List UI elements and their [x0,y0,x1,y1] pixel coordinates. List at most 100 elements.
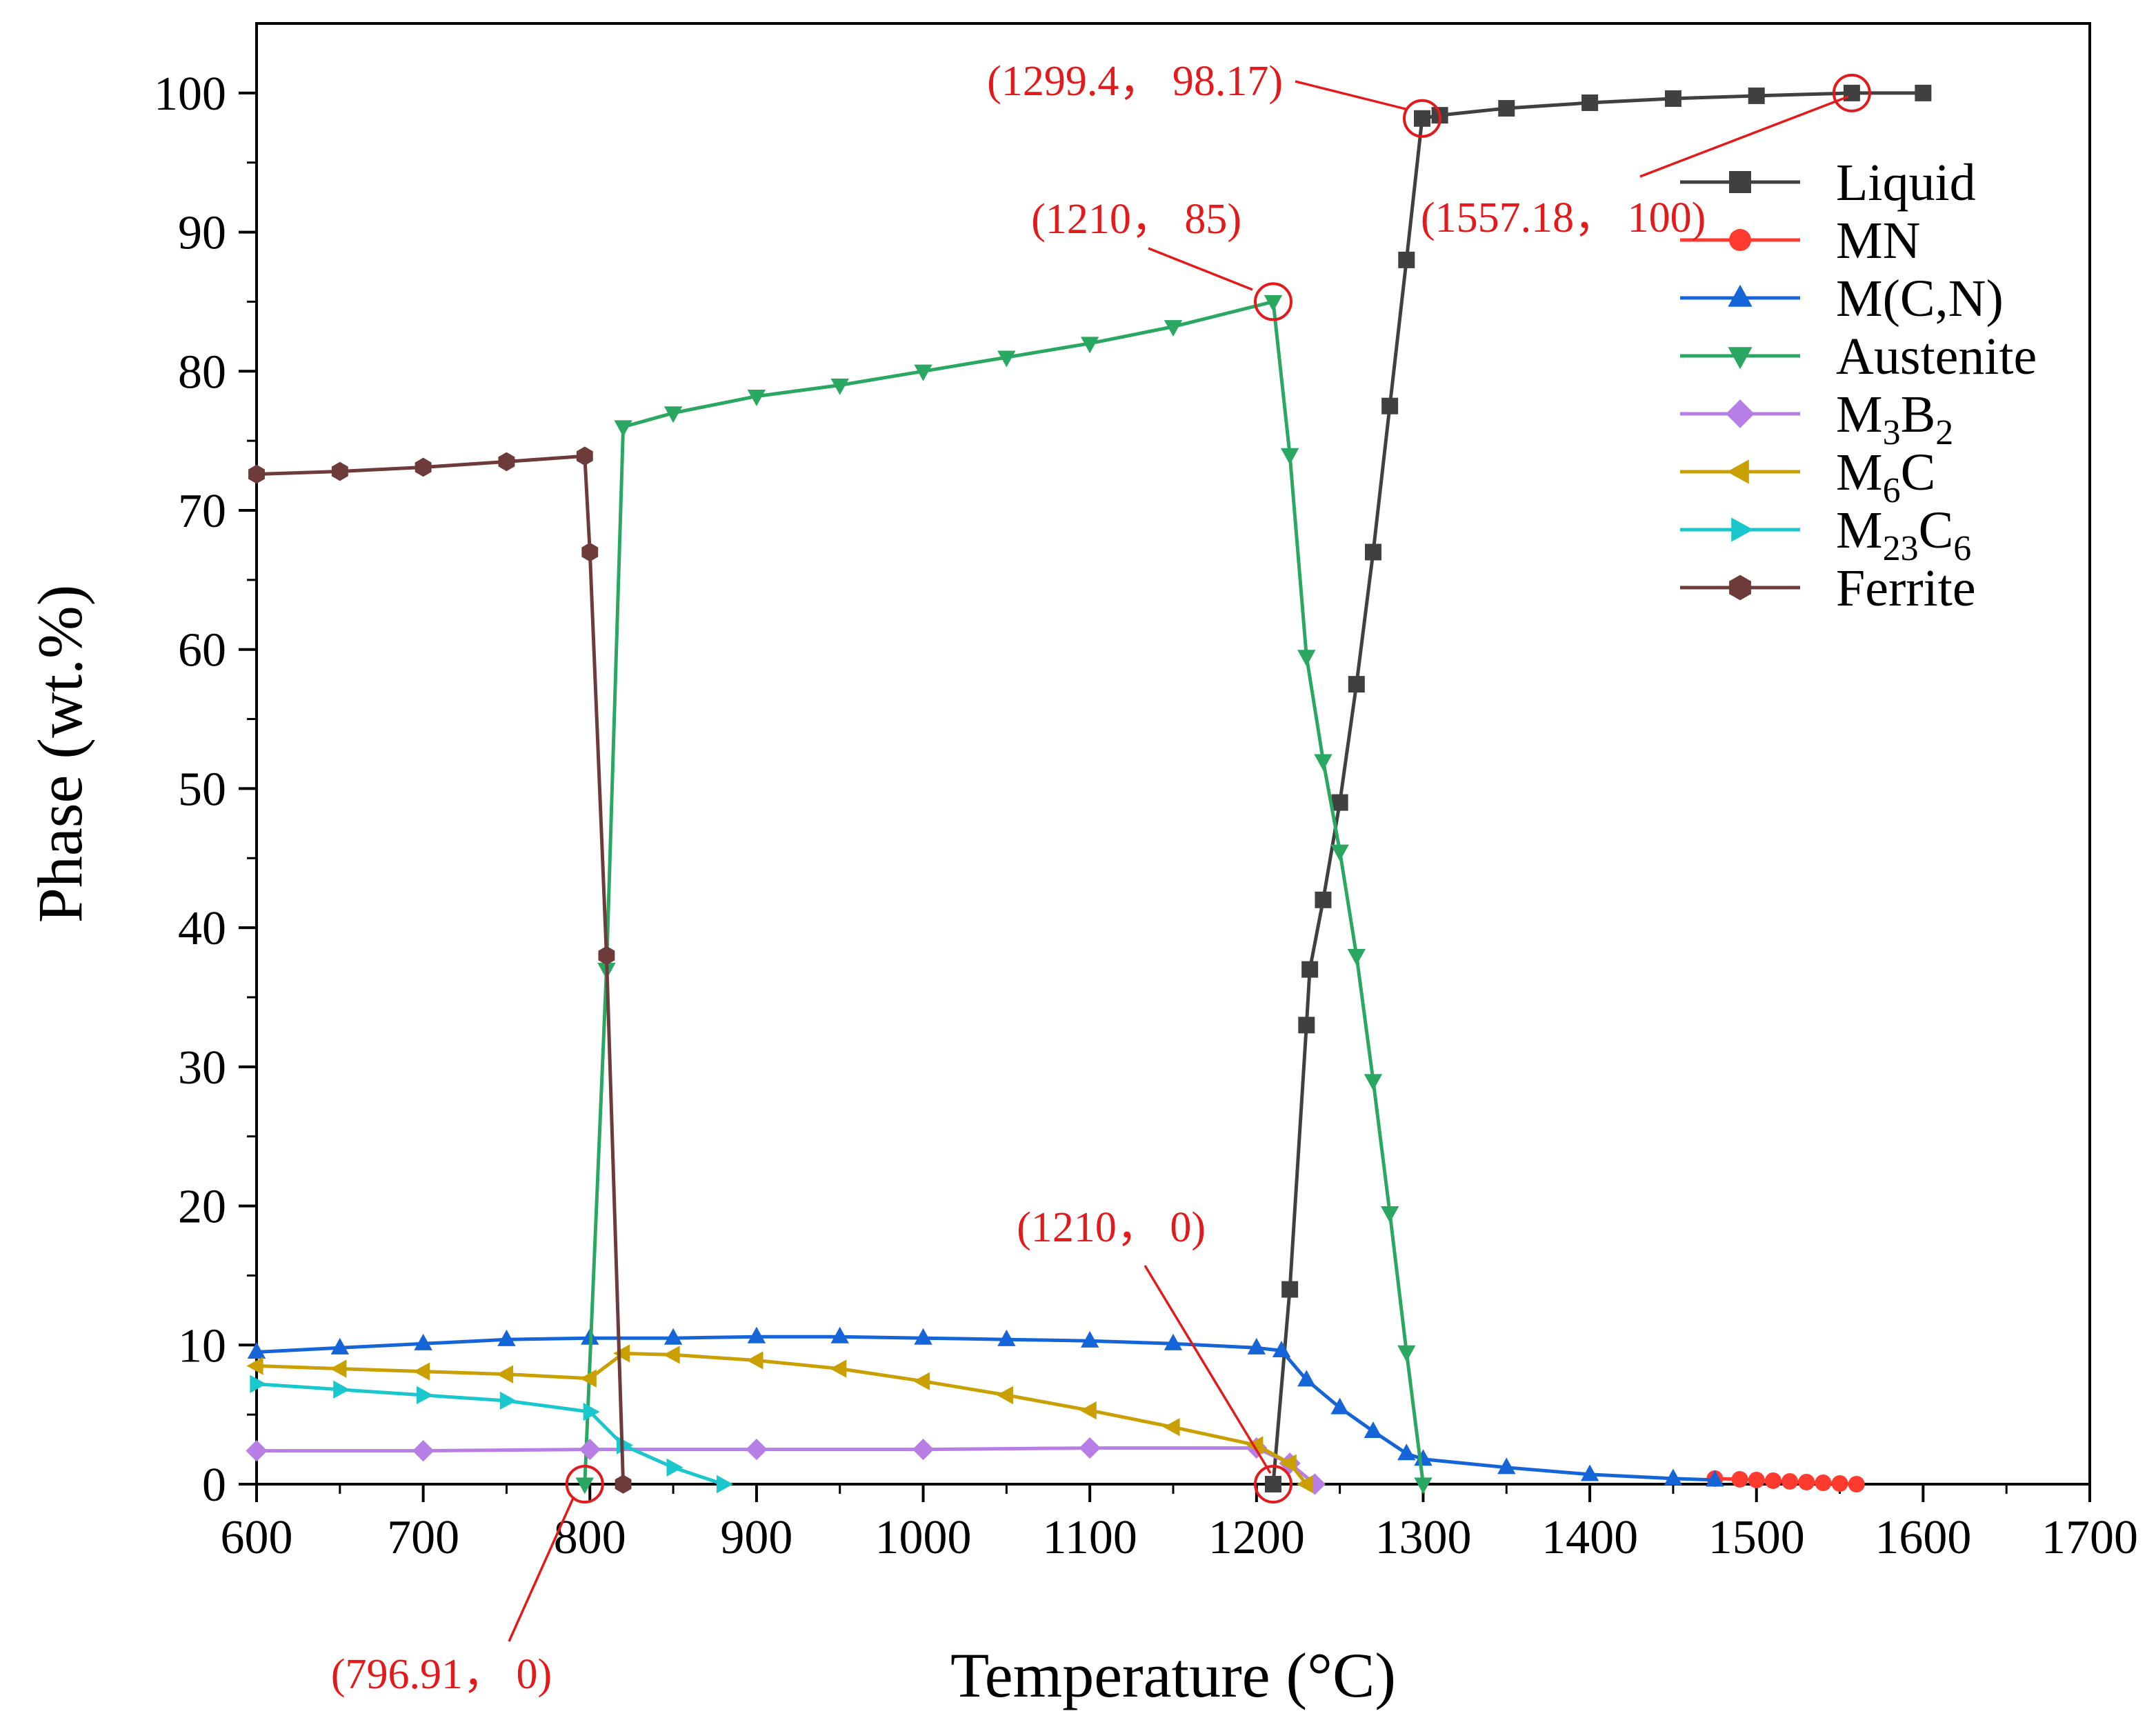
data-point-m6c [497,1365,514,1383]
y-tick-label: 90 [178,207,226,260]
data-point-m6c [246,1357,263,1375]
legend: LiquidMNM(C,N)AusteniteM3B2M6CM23C6Ferri… [1680,154,2037,617]
legend-label-m23c6: M23C6 [1836,501,1971,568]
data-point-m-c-n [247,1341,266,1359]
data-point-ferrite [498,452,515,472]
data-point-m6c [913,1372,930,1390]
data-point-mn [1798,1473,1815,1490]
x-tick-label: 600 [221,1511,293,1564]
legend-marker-mn [1729,229,1751,251]
data-point-m3b2 [912,1438,935,1461]
legend-text-part: C [1901,443,1936,501]
y-tick-label: 0 [202,1459,226,1512]
annotation-label: (1210， 0) [1017,1204,1206,1251]
data-point-ferrite [248,464,265,484]
data-point-austenite [614,420,632,437]
data-point-m-c-n [1706,1470,1724,1487]
series-line-liquid [1271,91,1924,1485]
data-point-austenite [1264,294,1283,312]
data-point-m-c-n [1497,1457,1516,1475]
data-point-austenite [1314,754,1332,771]
annotation-label: (796.91， 0) [331,1651,552,1698]
data-point-m23c6 [583,1402,600,1421]
data-point-liquid [1843,84,1860,101]
series-m3b2 [246,1437,1326,1495]
legend-marker-ferrite [1729,574,1751,601]
legend-text-part: 6 [1953,529,1971,568]
data-point-m6c [613,1344,630,1363]
legend-text-part: Ferrite [1836,559,1976,617]
legend-marker-liquid [1729,171,1751,193]
data-point-austenite [1397,1345,1416,1362]
x-tick-label: 1500 [1708,1511,1805,1564]
series-line-m-c-n [256,1335,1715,1482]
data-point-liquid [1364,543,1381,561]
annotation-circle [1253,282,1292,321]
series-line-austenite [583,299,1425,1485]
data-point-liquid [1664,90,1681,107]
x-tick-label: 1700 [2042,1511,2138,1564]
data-point-m23c6 [250,1375,267,1393]
data-point-austenite [1280,448,1299,465]
data-point-m3b2 [412,1439,435,1462]
y-tick-label: 10 [178,1319,226,1372]
data-point-m-c-n [914,1328,932,1345]
data-point-m23c6 [716,1475,733,1494]
legend-label-austenite: Austenite [1836,328,2037,386]
data-point-m6c [579,1369,597,1388]
legend-text-part: M [1836,386,1883,443]
x-tick-label: 800 [554,1511,626,1564]
legend-text-part: 23 [1883,529,1919,568]
legend-text-part: 6 [1883,471,1901,510]
x-tick-label: 1000 [875,1511,972,1564]
series-m-c-n [247,1326,1724,1487]
annotation-pointer [1295,80,1406,110]
data-point-m6c [663,1346,680,1364]
data-point-ferrite [415,457,432,477]
data-point-m3b2 [246,1439,268,1462]
data-point-austenite [747,389,766,406]
data-point-austenite [663,406,683,423]
x-tick-label: 1400 [1541,1511,1638,1564]
data-point-m-c-n [1247,1337,1266,1355]
data-point-m23c6 [666,1458,683,1477]
data-point-m6c [413,1362,430,1381]
data-point-m6c [830,1359,847,1378]
data-point-liquid [1348,676,1365,693]
data-point-mn [1764,1472,1781,1489]
data-point-ferrite [576,446,593,466]
data-point-m-c-n [1272,1340,1291,1357]
annotation-pointer [1639,95,1849,178]
data-point-liquid [1915,84,1932,101]
data-point-m3b2 [1079,1437,1101,1459]
legend-marker-m6c [1726,459,1749,484]
y-tick-label: 30 [178,1041,226,1095]
series-line-m23c6 [256,1382,724,1486]
data-point-m23c6 [417,1386,434,1405]
legend-text-part: M [1836,443,1883,501]
x-tick-label: 1300 [1375,1511,1471,1564]
data-point-m6c [1163,1418,1180,1437]
data-point-m-c-n [747,1326,766,1343]
x-tick-label: 700 [387,1511,459,1564]
data-point-liquid [1298,1017,1315,1034]
y-tick-label: 20 [178,1181,226,1234]
data-point-austenite [1164,320,1183,337]
x-tick-label: 1100 [1042,1511,1137,1564]
legend-text-part: MN [1836,212,1920,270]
series-m6c [246,1344,1313,1494]
data-point-austenite [1297,650,1316,667]
legend-text-part: Austenite [1836,328,2037,386]
data-point-m-c-n [1164,1333,1183,1350]
annotation-circle [1832,73,1871,112]
y-tick-label: 70 [178,485,226,538]
legend-text-part: Liquid [1836,154,1976,212]
data-point-m6c [1296,1475,1313,1494]
data-point-m-c-n [997,1329,1016,1346]
data-point-austenite [1380,1206,1399,1223]
legend-text-part: C [1919,501,1954,559]
data-point-liquid [1398,251,1415,268]
legend-text-part: M(C,N) [1836,270,2004,328]
